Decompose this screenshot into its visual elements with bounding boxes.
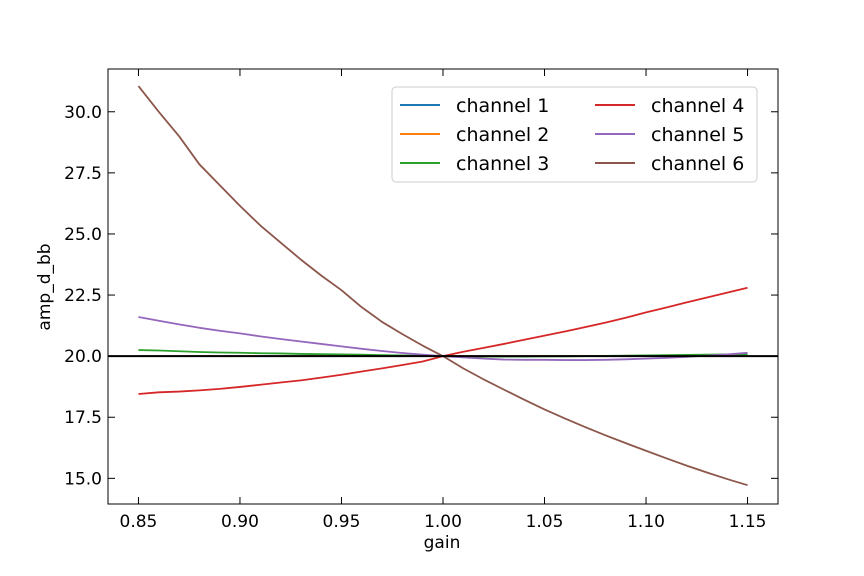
legend-label: channel 3 [456, 153, 549, 175]
x-tick-label: 0.85 [120, 512, 158, 532]
x-tick-label: 1.00 [424, 512, 462, 532]
x-tick-label: 1.15 [729, 512, 767, 532]
legend-label: channel 5 [651, 124, 744, 146]
x-tick-label: 0.95 [323, 512, 361, 532]
legend-label: channel 6 [651, 153, 744, 175]
y-tick-label: 27.5 [64, 164, 102, 184]
y-axis-label: amp_d_bb [35, 243, 55, 330]
legend: channel 1 channel 2 channel 3 channel 4 chan… [391, 86, 758, 183]
x-axis-label: gain [424, 533, 461, 553]
y-tick-label: 15.0 [64, 469, 102, 489]
legend-box [391, 86, 758, 183]
y-tick-label: 20.0 [64, 347, 102, 367]
x-axis-ticks: 0.85 0.90 0.95 1.00 1.05 1.10 1.15 [120, 69, 767, 532]
x-tick-label: 0.90 [221, 512, 259, 532]
y-tick-label: 30.0 [64, 103, 102, 123]
x-tick-label: 1.05 [526, 512, 564, 532]
legend-label: channel 2 [456, 124, 549, 146]
y-axis-ticks: 15.0 17.5 20.0 22.5 25.0 27.5 30.0 [64, 103, 778, 489]
y-tick-label: 25.0 [64, 225, 102, 245]
legend-label: channel 4 [651, 95, 744, 117]
x-tick-label: 1.10 [627, 512, 665, 532]
y-tick-label: 22.5 [64, 286, 102, 306]
legend-label: channel 1 [456, 95, 549, 117]
plot-area [108, 85, 778, 487]
y-tick-label: 17.5 [64, 408, 102, 428]
